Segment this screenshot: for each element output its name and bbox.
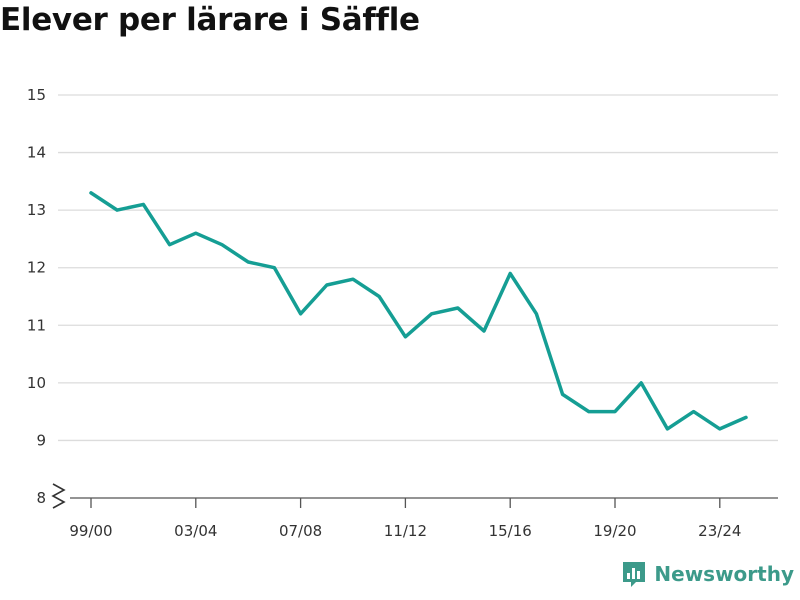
x-tick-label: 07/08 bbox=[279, 522, 322, 540]
gridlines bbox=[58, 94, 778, 442]
x-tick-label: 23/24 bbox=[698, 522, 741, 540]
y-tick-label: 13 bbox=[27, 201, 46, 219]
brand-name: Newsworthy bbox=[654, 562, 794, 586]
chart-title: Elever per lärare i Säffle bbox=[0, 2, 420, 38]
y-tick-label: 10 bbox=[27, 374, 46, 392]
y-tick-label: 12 bbox=[27, 259, 46, 277]
series-layer bbox=[89, 191, 748, 431]
y-axis-labels: 8 9 10 11 12 13 14 15 bbox=[27, 86, 46, 507]
x-tick-label: 15/16 bbox=[489, 522, 532, 540]
y-tick-label: 14 bbox=[27, 144, 46, 162]
series-line bbox=[89, 191, 748, 431]
axis-break-mark bbox=[51, 483, 66, 509]
x-tick-label: 03/04 bbox=[174, 522, 217, 540]
x-tick-label: 99/00 bbox=[69, 522, 112, 540]
x-tick-label: 19/20 bbox=[593, 522, 636, 540]
x-axis: 99/00 03/04 07/08 11/12 15/16 19/20 23/24 bbox=[51, 483, 778, 540]
y-tick-label: 9 bbox=[36, 431, 46, 449]
y-tick-label: 11 bbox=[27, 316, 46, 334]
newsworthy-logo: Newsworthy bbox=[621, 560, 794, 588]
newsworthy-logo-icon bbox=[623, 562, 646, 587]
y-tick-label: 15 bbox=[27, 86, 46, 104]
x-tick-label: 11/12 bbox=[384, 522, 427, 540]
y-tick-label: 8 bbox=[36, 489, 46, 507]
